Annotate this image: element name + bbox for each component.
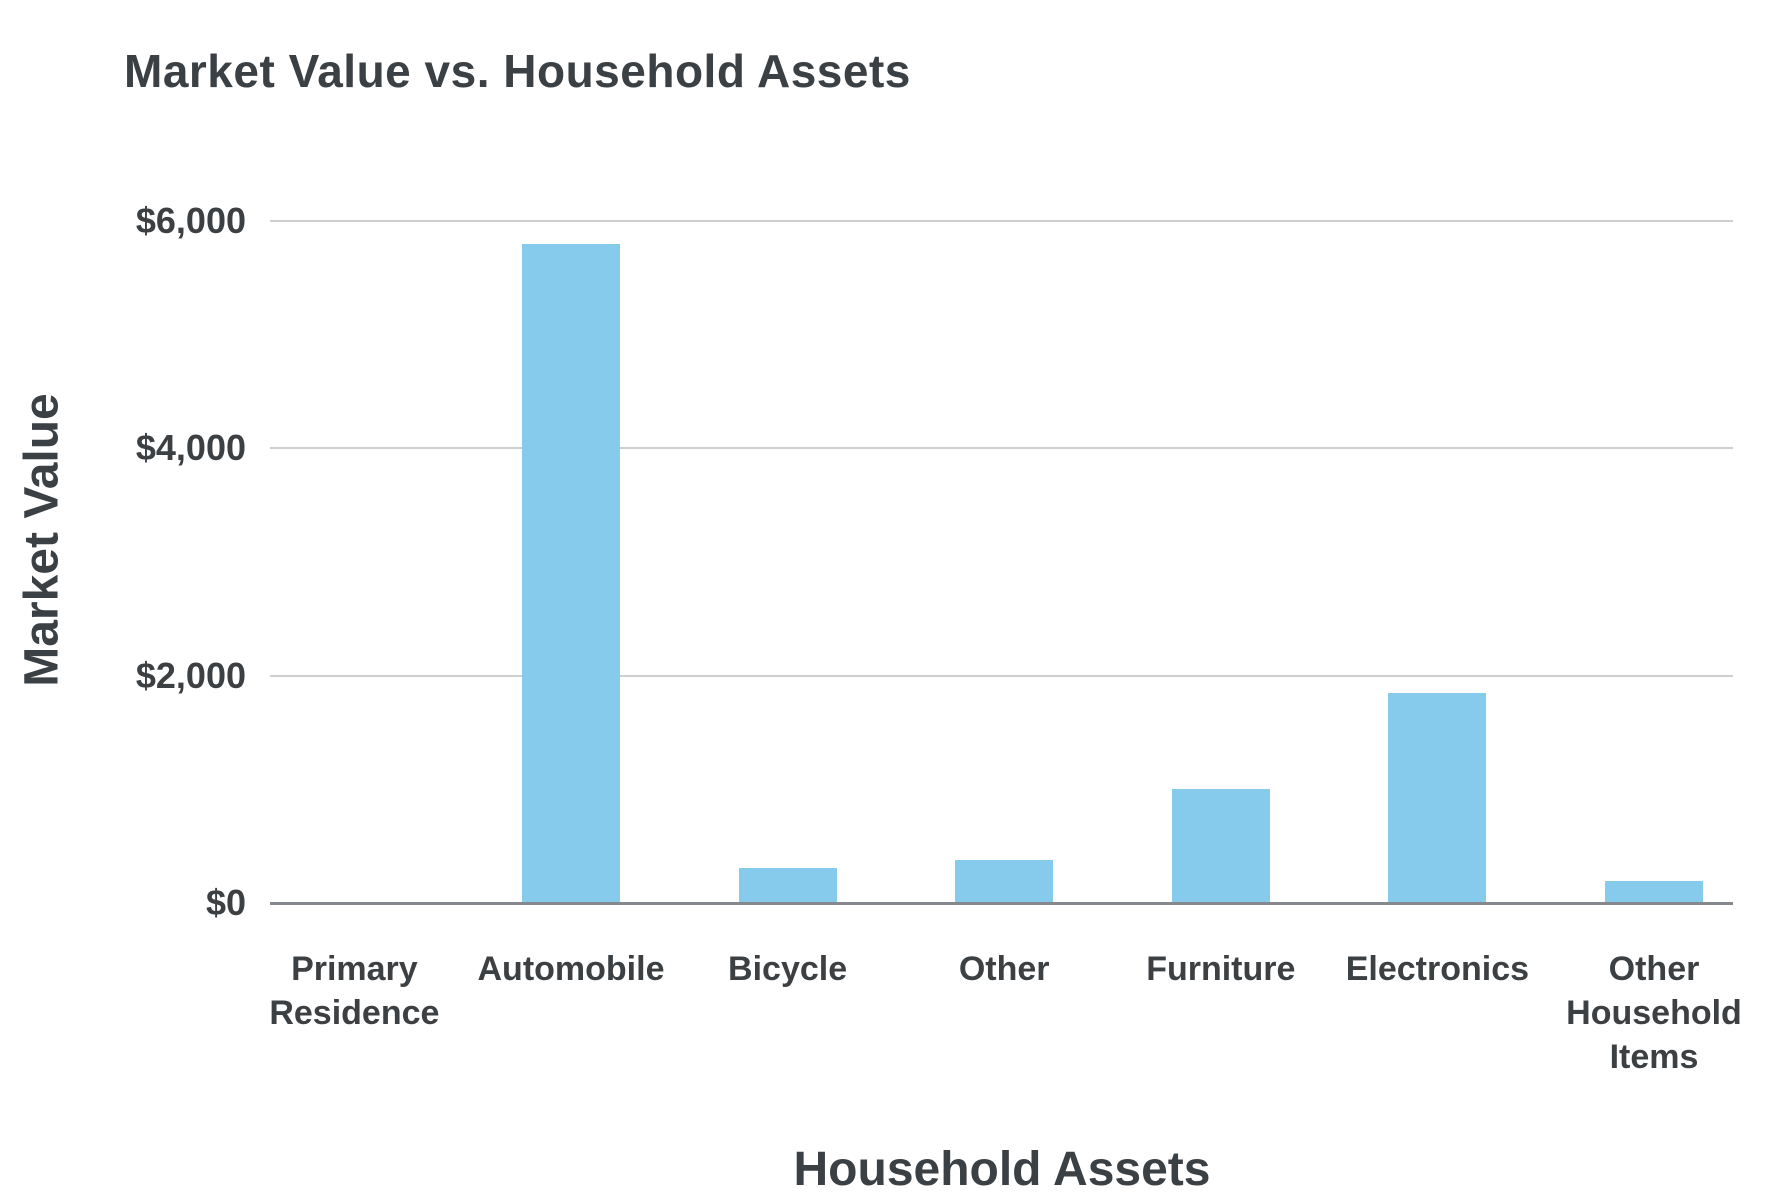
x-tick-label-other: Other (958, 950, 1050, 988)
gridline (270, 674, 1733, 677)
x-tick-label-bicycle: Bicycle (728, 950, 848, 988)
bar-electronics (1388, 692, 1487, 905)
bar-automobile (522, 243, 620, 905)
y-tick-label-2000: $2,000 (135, 654, 246, 696)
chart-title: Market Value vs. Household Assets (124, 45, 911, 97)
bar-other (955, 860, 1054, 905)
x-tick-label-other-household-items: Other Household Items (1566, 950, 1742, 1076)
x-axis-title: Household Assets (793, 1143, 1211, 1196)
y-tick-label-6000: $6,000 (135, 200, 246, 241)
y-tick-label-4000: $4,000 (135, 427, 246, 469)
x-tick-label-primary-residence: Primary Residence (269, 950, 440, 1032)
x-axis-line (270, 902, 1733, 905)
x-tick-label-furniture: Furniture (1146, 950, 1296, 988)
gridline (270, 220, 1733, 222)
gridline (270, 447, 1733, 450)
x-tick-label-electronics: Electronics (1345, 950, 1530, 988)
x-tick-label-automobile: Automobile (477, 950, 665, 988)
bar-other-household-items (1605, 881, 1703, 905)
y-tick-label-0: $0 (205, 882, 246, 923)
bar-furniture (1171, 789, 1270, 905)
bar-bicycle (738, 867, 837, 905)
